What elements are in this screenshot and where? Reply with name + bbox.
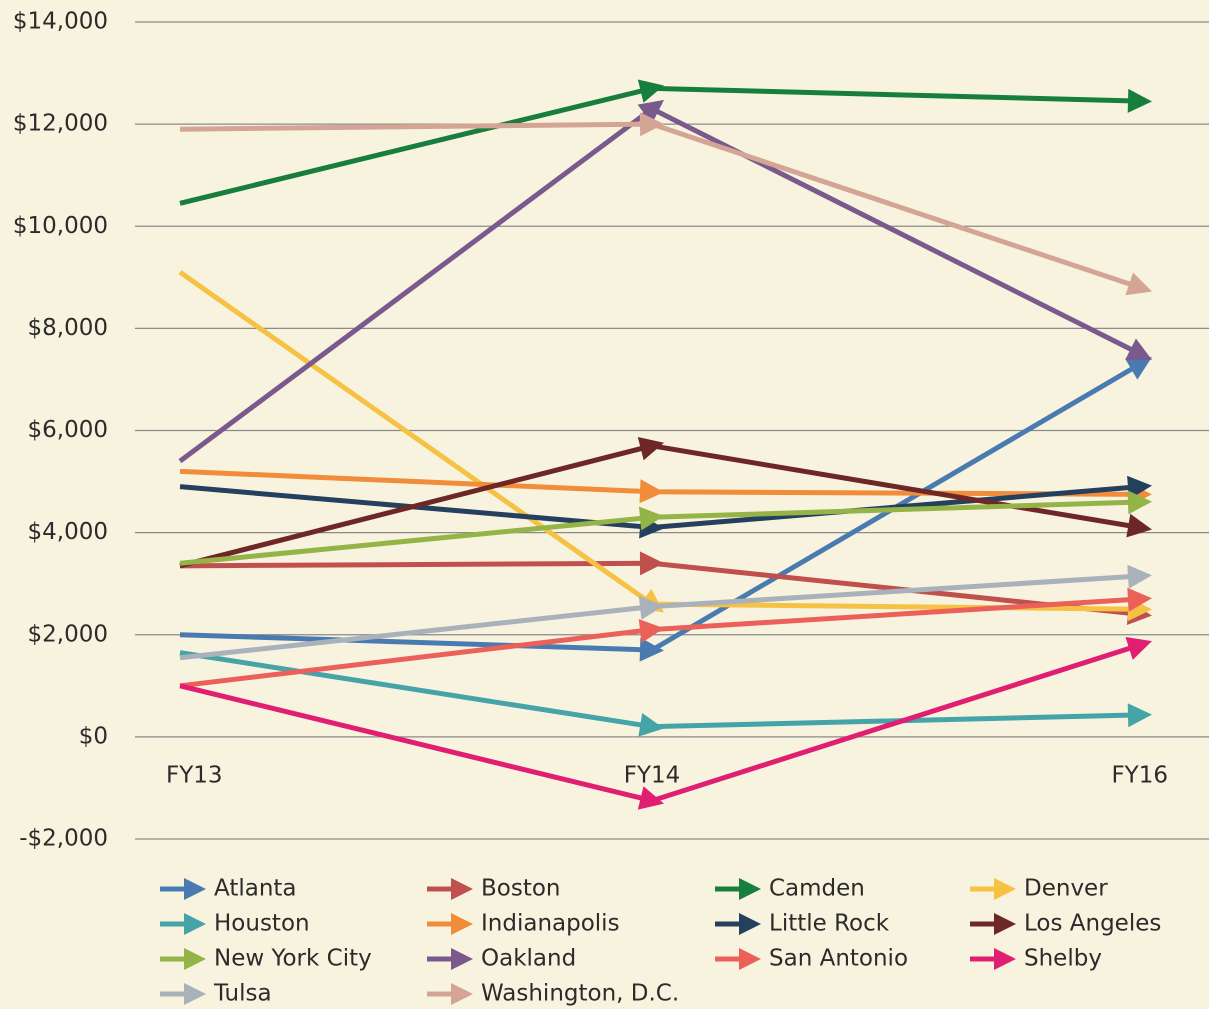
legend-label: Washington, D.C. [481,981,679,1007]
legend-arrow [451,983,473,1005]
arrowhead [638,506,664,531]
legend-label: Atlanta [214,876,297,902]
legend-label: Shelby [1024,946,1102,972]
series-line [179,121,1141,290]
legend-arrow [451,913,473,935]
legend-arrow [739,913,761,935]
arrowhead [639,551,664,576]
x-tick-label: FY14 [624,762,681,788]
arrowhead [638,619,664,643]
x-tick-label: FY13 [166,762,223,788]
arrowhead [638,596,664,620]
legend-label: Oakland [481,946,576,972]
arrowhead [639,479,664,504]
arrowhead [637,786,664,810]
x-tick-label: FY16 [1111,762,1168,788]
arrowhead [638,712,664,737]
legend-label: Camden [769,876,865,902]
y-tick-label: -$2,000 [19,826,108,852]
arrowhead [637,99,664,124]
y-tick-label: $4,000 [28,519,108,545]
series-line [178,270,1141,612]
arrowhead [1127,490,1152,515]
legend-arrow [994,878,1016,900]
y-tick-label: $2,000 [28,621,108,647]
arrowhead [637,437,664,461]
legend-label: Denver [1024,876,1108,902]
legend-label: Boston [481,876,561,902]
legend-arrow [739,948,761,970]
arrowhead [1125,272,1152,296]
legend-label: Houston [214,911,310,937]
arrowhead [1127,564,1152,589]
arrowhead [1125,636,1152,660]
arrowhead [637,79,664,103]
legend-arrow [451,878,473,900]
legend-arrow [739,878,761,900]
legend-arrow [994,948,1016,970]
y-tick-label: $14,000 [13,9,108,35]
y-tick-label: $8,000 [28,315,108,341]
series-line [178,105,1142,464]
arrowhead [639,112,664,137]
arrowhead [1127,703,1152,728]
arrowhead [1125,338,1152,360]
y-tick-label: $12,000 [13,111,108,137]
legend-label: Los Angeles [1024,911,1161,937]
arrowhead [1125,357,1152,380]
legend-arrow [184,983,206,1005]
legend-arrow [184,948,206,970]
legend-label: San Antonio [769,946,908,972]
arrowhead [1127,88,1152,113]
legend-arrow [184,878,206,900]
y-tick-label: $10,000 [13,213,108,239]
legend-label: Little Rock [769,911,890,937]
legend-label: Indianapolis [481,911,620,937]
legend-arrow [184,913,206,935]
arrowhead [639,637,664,662]
legend-label: New York City [214,946,372,972]
legend-label: Tulsa [213,981,272,1007]
y-tick-label: $6,000 [28,417,108,443]
legend-arrow [994,913,1016,935]
legend-arrow [451,948,473,970]
arrowhead [1127,587,1152,612]
arrowhead [1126,513,1152,538]
y-tick-label: $0 [79,723,108,749]
